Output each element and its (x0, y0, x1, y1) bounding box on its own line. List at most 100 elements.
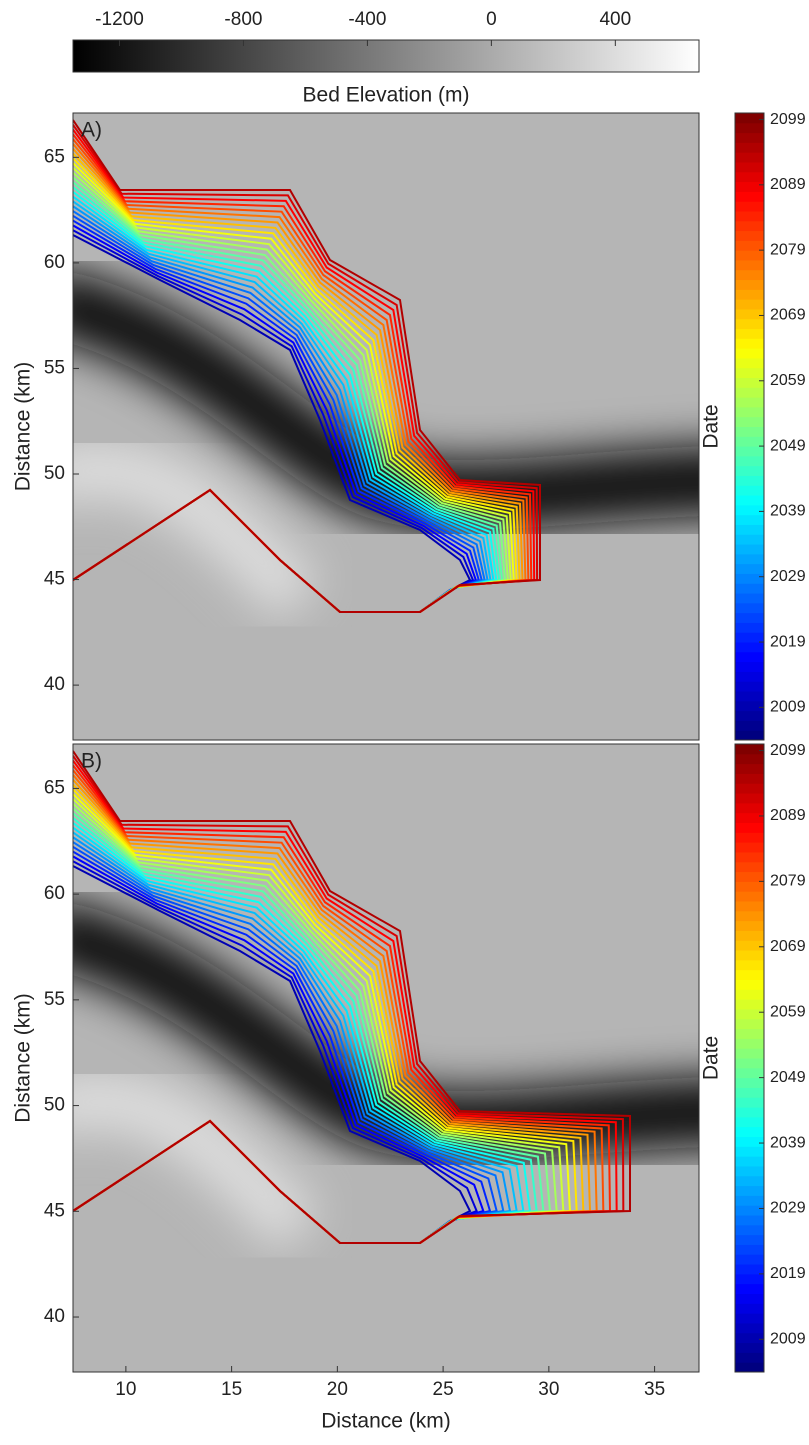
date-colorbar-band (735, 416, 764, 427)
date-colorbar-band (735, 446, 764, 457)
date-colorbar-band (735, 152, 764, 163)
date-colorbar-band (735, 940, 764, 951)
date-colorbar-band (735, 1205, 764, 1216)
front-contour (73, 119, 541, 613)
date-colorbar-band (735, 1008, 764, 1020)
date-colorbar-band (735, 851, 764, 863)
date-colorbar-band (735, 132, 764, 143)
date-colorbar-band (735, 832, 764, 843)
y-axis-label: Distance (km) (12, 993, 35, 1123)
date-colorbar-band (735, 426, 764, 437)
date-colorbar-band (735, 950, 764, 961)
date-colorbar-band (735, 1038, 764, 1049)
front-contour (73, 750, 631, 1244)
date-colorbar-band (735, 744, 764, 755)
date-colorbar-tick-label: 2089 (770, 807, 806, 824)
date-colorbar-tick-label: 2059 (770, 1003, 806, 1020)
date-colorbar-band (735, 999, 764, 1010)
date-colorbar-band (735, 1215, 764, 1226)
date-colorbar-band (735, 1195, 764, 1206)
colorbar-tick-label: -1200 (95, 9, 144, 30)
date-colorbar-band (735, 544, 764, 555)
date-colorbar-band (735, 661, 764, 672)
plot-frame (72, 112, 700, 741)
date-colorbar-band (735, 881, 764, 892)
date-colorbar-band (735, 1234, 764, 1245)
date-colorbar-band (735, 534, 764, 545)
date-colorbar-band (735, 1283, 764, 1294)
colorbar-label: Bed Elevation (m) (303, 84, 470, 107)
date-colorbar-band (735, 406, 764, 418)
date-colorbar-band (735, 1362, 764, 1373)
date-colorbar-band (735, 989, 764, 1000)
date-colorbar-band (735, 1342, 764, 1353)
date-colorbar-band (735, 1048, 764, 1059)
date-colorbar-band (735, 181, 764, 192)
date-colorbar-band (735, 710, 764, 721)
date-colorbar-tick-label: 2069 (770, 307, 806, 324)
date-colorbar-band (735, 289, 764, 300)
x-tick-label: 30 (538, 1379, 559, 1400)
date-colorbar-band (735, 1322, 764, 1334)
date-colorbar-tick-label: 2029 (770, 1200, 806, 1217)
date-colorbar-band (735, 1067, 764, 1079)
date-colorbar-band (735, 573, 764, 584)
date-colorbar-band (735, 328, 764, 339)
panel-label: A) (81, 119, 102, 142)
date-colorbar-band (735, 113, 764, 124)
date-colorbar-band (735, 969, 764, 980)
date-colorbar-band (735, 1146, 764, 1157)
y-tick-label: 45 (44, 1200, 65, 1221)
plot-area (73, 113, 699, 740)
date-colorbar-band (735, 387, 764, 398)
date-colorbar-band (735, 220, 764, 232)
date-colorbar-band (735, 250, 764, 261)
date-colorbar-band (735, 1293, 764, 1304)
date-colorbar-band (735, 1175, 764, 1187)
x-tick-label: 15 (221, 1379, 242, 1400)
date-colorbar-band (735, 171, 764, 183)
date-colorbar-band (735, 553, 764, 565)
x-tick-label: 10 (115, 1379, 136, 1400)
date-colorbar-band (735, 455, 764, 467)
date-colorbar-band (735, 691, 764, 702)
colorbar-tick-label: -800 (224, 9, 262, 30)
date-colorbar-band (735, 901, 764, 912)
colorbar-tick-label: -400 (348, 9, 386, 30)
elevation-colorbar (72, 39, 700, 73)
date-colorbar-band (735, 210, 764, 222)
date-colorbar-band (735, 871, 764, 882)
y-tick-label: 50 (44, 463, 65, 484)
date-colorbar-tick-label: 2099 (770, 742, 806, 759)
date-colorbar-band (735, 602, 764, 614)
date-colorbar-band (735, 1116, 764, 1128)
date-colorbar-tick-label: 2039 (770, 1134, 806, 1151)
date-colorbar-band (735, 348, 764, 359)
date-colorbar-tick-label: 2059 (770, 372, 806, 389)
date-colorbar-band (735, 681, 764, 692)
date-colorbar-band (735, 1165, 764, 1177)
date-colorbar-band (735, 318, 764, 330)
date-colorbar-band (735, 1028, 764, 1039)
date-colorbar-band (735, 308, 764, 320)
date-colorbar-band (735, 753, 764, 765)
date-colorbar-band (735, 1077, 764, 1088)
date-colorbar-band (735, 485, 764, 496)
date-colorbar-band (735, 920, 764, 931)
date-colorbar-tick-label: 2099 (770, 111, 806, 128)
date-colorbar-band (735, 161, 764, 173)
date-colorbar-band (735, 299, 764, 310)
date-colorbar-band (735, 802, 764, 814)
date-colorbar-band (735, 593, 764, 604)
y-tick-label: 55 (44, 357, 65, 378)
date-colorbar-band (735, 632, 764, 643)
date-colorbar-tick-label: 2049 (770, 437, 806, 454)
date-colorbar-band (735, 1332, 764, 1344)
date-colorbar-label: Date (700, 1036, 723, 1080)
date-colorbar-band (735, 230, 764, 241)
y-tick-label: 60 (44, 883, 65, 904)
date-colorbar-band (735, 910, 764, 922)
x-axis-label: Distance (km) (321, 1410, 451, 1433)
date-colorbar-tick-label: 2069 (770, 938, 806, 955)
